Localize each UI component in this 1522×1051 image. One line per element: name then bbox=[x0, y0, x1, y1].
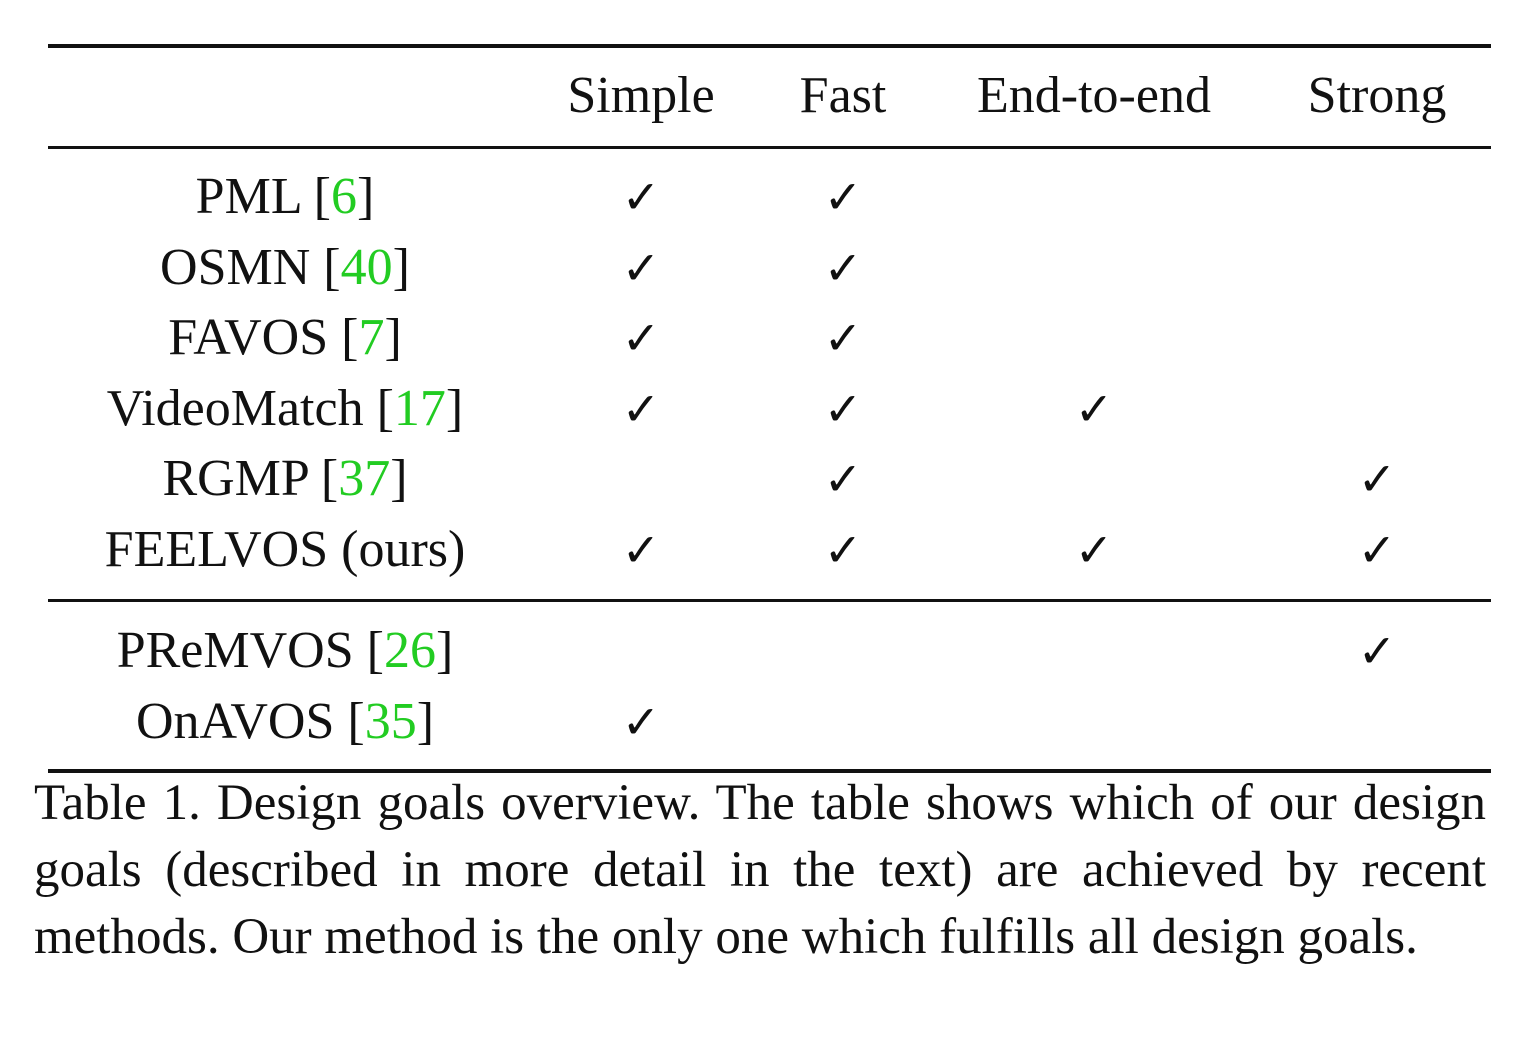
method-name: PML bbox=[195, 168, 301, 225]
checkmark-icon: ✓ bbox=[823, 523, 863, 577]
method-cell: FEELVOS (ours) bbox=[105, 515, 466, 585]
method-cell: RGMP [37] bbox=[162, 444, 407, 514]
method-name: OSMN bbox=[160, 239, 311, 296]
citation-close-bracket: ] bbox=[416, 693, 435, 750]
method-cell: PReMVOS [26] bbox=[117, 616, 454, 686]
citation-close-bracket: ] bbox=[392, 239, 410, 296]
citation-link[interactable]: 26 bbox=[383, 622, 436, 679]
column-header-strong: Strong bbox=[1307, 67, 1447, 124]
checkmark-icon: ✓ bbox=[823, 170, 863, 224]
checkmark-icon: ✓ bbox=[1357, 523, 1397, 577]
column-header-fast: Fast bbox=[799, 67, 887, 124]
column-header-simple: Simple bbox=[567, 67, 715, 124]
citation-open-bracket: [ bbox=[334, 693, 365, 750]
method-name: FEELVOS (ours) bbox=[104, 521, 466, 578]
citation-open-bracket: [ bbox=[363, 380, 394, 437]
citation-close-bracket: ] bbox=[390, 450, 408, 507]
citation-link[interactable]: 7 bbox=[358, 309, 385, 366]
checkmark-icon: ✓ bbox=[621, 695, 661, 749]
checkmark-icon: ✓ bbox=[823, 382, 863, 436]
checkmark-icon: ✓ bbox=[621, 382, 661, 436]
method-name: PReMVOS bbox=[116, 622, 354, 679]
citation-open-bracket: [ bbox=[300, 168, 331, 225]
method-name: OnAVOS bbox=[135, 693, 335, 750]
citation-link[interactable]: 35 bbox=[364, 693, 417, 750]
bottom-rule bbox=[48, 769, 1491, 773]
method-cell: FAVOS [7] bbox=[168, 303, 402, 373]
column-header-end-to-end: End-to-end bbox=[977, 67, 1211, 124]
citation-close-bracket: ] bbox=[357, 168, 375, 225]
method-name: VideoMatch bbox=[106, 380, 364, 437]
top-rule bbox=[48, 44, 1491, 48]
checkmark-icon: ✓ bbox=[823, 241, 863, 295]
checkmark-icon: ✓ bbox=[823, 311, 863, 365]
checkmark-icon: ✓ bbox=[621, 170, 661, 224]
citation-open-bracket: [ bbox=[353, 622, 384, 679]
method-cell: OSMN [40] bbox=[160, 233, 410, 303]
citation-link[interactable]: 40 bbox=[340, 239, 393, 296]
checkmark-icon: ✓ bbox=[1074, 382, 1114, 436]
citation-close-bracket: ] bbox=[384, 309, 402, 366]
citation-open-bracket: [ bbox=[328, 309, 359, 366]
method-cell: VideoMatch [17] bbox=[107, 374, 463, 444]
citation-close-bracket: ] bbox=[445, 380, 464, 437]
method-cell: PML [6] bbox=[196, 162, 375, 232]
group-separator-rule bbox=[48, 599, 1491, 602]
checkmark-icon: ✓ bbox=[1357, 452, 1397, 506]
citation-open-bracket: [ bbox=[310, 239, 341, 296]
method-name: FAVOS bbox=[168, 309, 329, 366]
checkmark-icon: ✓ bbox=[621, 311, 661, 365]
method-cell: OnAVOS [35] bbox=[136, 687, 434, 757]
citation-link[interactable]: 17 bbox=[393, 380, 446, 437]
checkmark-icon: ✓ bbox=[1074, 523, 1114, 577]
method-name: RGMP bbox=[162, 450, 308, 507]
checkmark-icon: ✓ bbox=[1357, 624, 1397, 678]
checkmark-icon: ✓ bbox=[621, 523, 661, 577]
header-rule bbox=[48, 146, 1491, 149]
citation-open-bracket: [ bbox=[307, 450, 339, 507]
checkmark-icon: ✓ bbox=[823, 452, 863, 506]
checkmark-icon: ✓ bbox=[621, 241, 661, 295]
citation-link[interactable]: 37 bbox=[338, 450, 391, 507]
citation-close-bracket: ] bbox=[435, 622, 454, 679]
table-caption: Table 1. Design goals overview. The tabl… bbox=[34, 775, 1486, 965]
citation-link[interactable]: 6 bbox=[331, 168, 357, 225]
